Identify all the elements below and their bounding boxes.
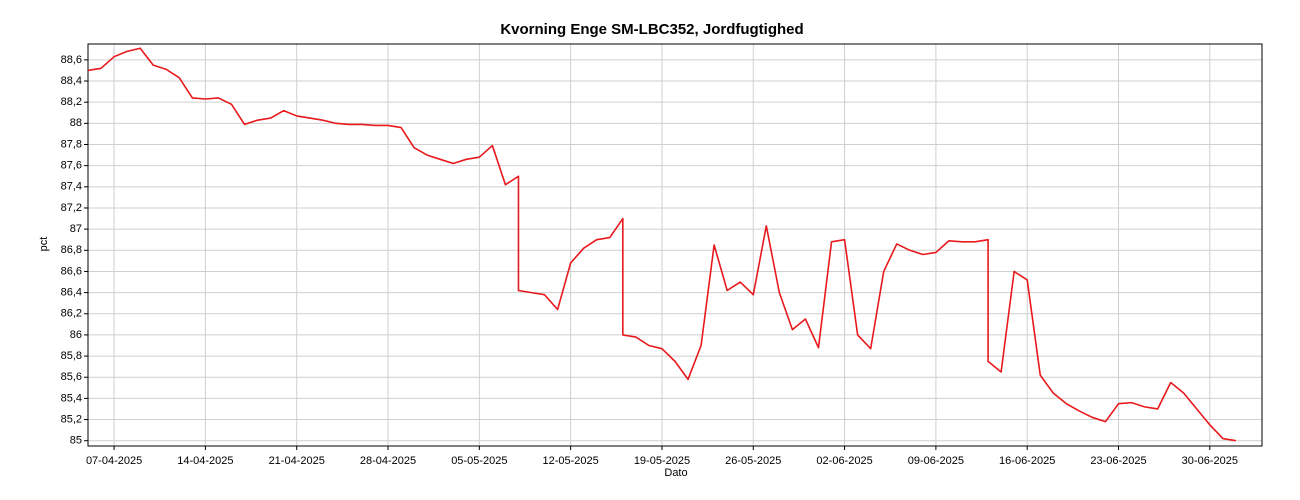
y-tick-label: 86,4 [61, 287, 82, 299]
y-tick-label: 85,2 [61, 413, 82, 425]
x-tick-label: 05-05-2025 [451, 455, 507, 467]
y-tick-label: 86,2 [61, 308, 82, 320]
x-tick-label: 16-06-2025 [999, 455, 1055, 467]
y-tick-label: 87,6 [61, 160, 82, 172]
y-tick-label: 88 [70, 117, 82, 129]
y-tick-label: 86,8 [61, 244, 82, 256]
x-tick-label: 07-04-2025 [86, 455, 142, 467]
x-tick-label: 30-06-2025 [1182, 455, 1238, 467]
y-tick-label: 88,4 [61, 75, 82, 87]
y-tick-label: 85,8 [61, 350, 82, 362]
y-tick-label: 85 [70, 435, 82, 447]
data-line [87, 47, 1237, 442]
plot-frame [87, 43, 1263, 447]
x-tick-label: 19-05-2025 [634, 455, 690, 467]
y-tick-label: 87 [70, 223, 82, 235]
y-tick-label: 85,6 [61, 371, 82, 383]
x-tick-label: 21-04-2025 [269, 455, 325, 467]
chart-title: Kvorning Enge SM-LBC352, Jordfugtighed [500, 21, 803, 38]
x-tick-label: 23-06-2025 [1090, 455, 1146, 467]
x-tick-label: 09-06-2025 [908, 455, 964, 467]
y-axis-label: pct [38, 237, 50, 252]
y-tick-label: 87,8 [61, 138, 82, 150]
x-tick-label: 12-05-2025 [543, 455, 599, 467]
y-tick-label: 88,2 [61, 96, 82, 108]
x-tick-label: 14-04-2025 [177, 455, 233, 467]
y-tick-label: 87,4 [61, 181, 82, 193]
x-tick-label: 02-06-2025 [816, 455, 872, 467]
y-tick-label: 86 [70, 329, 82, 341]
x-tick-label: 26-05-2025 [725, 455, 781, 467]
y-tick-label: 88,6 [61, 54, 82, 66]
y-tick-label: 85,4 [61, 392, 82, 404]
y-tick-label: 86,6 [61, 265, 82, 277]
x-axis-label: Dato [664, 467, 687, 479]
x-tick-label: 28-04-2025 [360, 455, 416, 467]
y-tick-label: 87,2 [61, 202, 82, 214]
